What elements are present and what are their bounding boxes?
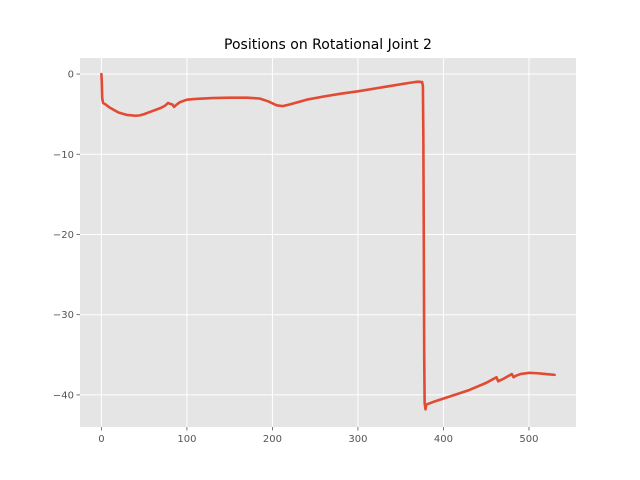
plot-area: [80, 58, 576, 427]
chart-title: Positions on Rotational Joint 2: [224, 37, 432, 53]
x-tick-label: 100: [177, 434, 196, 445]
y-tick-label: 0: [68, 70, 74, 81]
y-tick-label: −10: [53, 150, 74, 161]
x-tick-label: 0: [98, 434, 104, 445]
x-tick-label: 300: [348, 434, 367, 445]
axis-ticks: 0 100 200 300 400 500 0 −10 −20 −30 −40: [53, 70, 539, 445]
x-tick-label: 200: [263, 434, 282, 445]
x-tick-label: 400: [434, 434, 453, 445]
y-tick-label: −40: [53, 390, 74, 401]
grid-lines: [80, 58, 576, 427]
y-tick-label: −30: [53, 310, 74, 321]
x-tick-label: 500: [519, 434, 538, 445]
series-lines: [100, 72, 556, 411]
series-line-0: [100, 72, 556, 411]
y-tick-label: −20: [53, 230, 74, 241]
